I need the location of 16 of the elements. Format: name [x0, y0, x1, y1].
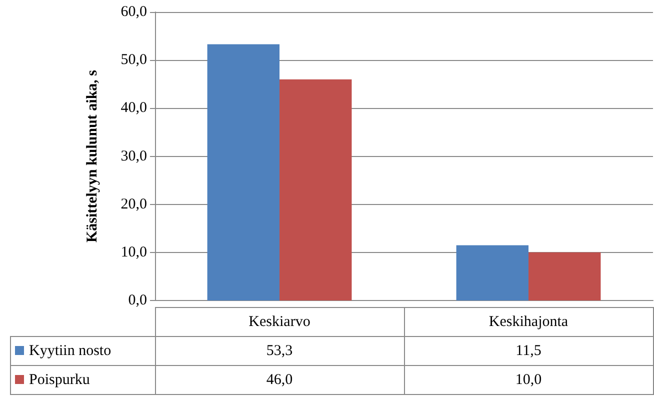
data-label: 11,5: [404, 336, 653, 366]
legend-label: Poispurku: [10, 366, 155, 394]
legend-label: Kyytiin nosto: [10, 336, 155, 366]
y-tick-label: 10,0: [120, 244, 147, 260]
data-label: 46,0: [155, 366, 404, 394]
y-tick-label: 30,0: [120, 148, 147, 164]
y-tick-label: 50,0: [120, 52, 147, 68]
x-tick-label: Keskihajonta: [404, 308, 653, 336]
y-tick-label: 0,0: [128, 292, 147, 308]
y-tick-label: 40,0: [120, 100, 147, 116]
y-tick-label: 20,0: [120, 196, 147, 212]
data-label: 10,0: [404, 366, 653, 394]
y-axis-title: Käsittelyyn kulunut aika, s: [84, 70, 100, 243]
y-tick-label: 60,0: [120, 4, 147, 20]
data-label: 53,3: [155, 336, 404, 366]
x-tick-label: Keskiarvo: [155, 308, 404, 336]
